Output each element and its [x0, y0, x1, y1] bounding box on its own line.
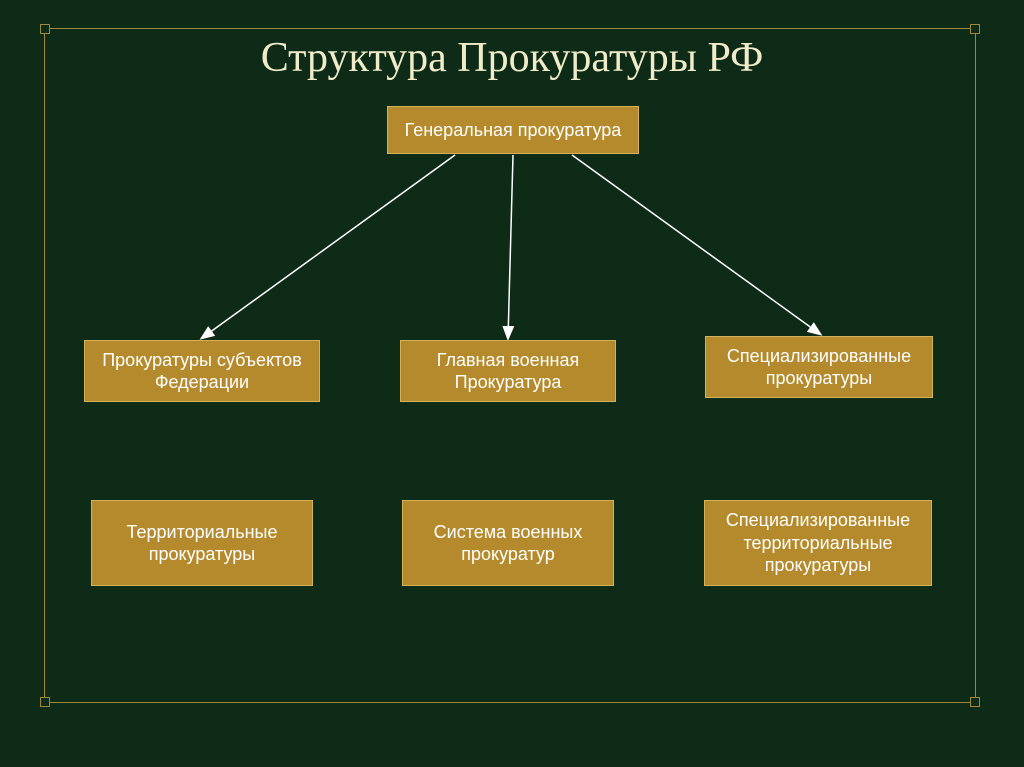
node-military_main: Главная военная Прокуратура: [400, 340, 616, 402]
frame-corner: [40, 697, 50, 707]
node-territorial: Территориальные прокуратуры: [91, 500, 313, 586]
node-specialized_territorial: Специализированные территориальные проку…: [704, 500, 932, 586]
frame-corner: [970, 697, 980, 707]
node-root: Генеральная прокуратура: [387, 106, 639, 154]
slide-title: Структура Прокуратуры РФ: [0, 34, 1024, 82]
node-subjects: Прокуратуры субъектов Федерации: [84, 340, 320, 402]
frame-corner: [40, 24, 50, 34]
frame-corner: [970, 24, 980, 34]
node-military_system: Система военных прокуратур: [402, 500, 614, 586]
node-specialized: Специализированные прокуратуры: [705, 336, 933, 398]
